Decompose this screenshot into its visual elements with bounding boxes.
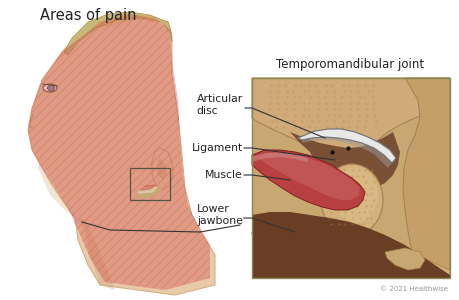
Polygon shape [38, 150, 75, 218]
Polygon shape [289, 132, 399, 190]
Polygon shape [151, 148, 173, 190]
Bar [252, 78, 449, 278]
Ellipse shape [320, 164, 382, 236]
Text: © 2021 Healthwise: © 2021 Healthwise [379, 286, 447, 292]
Polygon shape [402, 78, 449, 278]
Text: Ligament: Ligament [191, 143, 242, 153]
Polygon shape [252, 212, 449, 278]
Text: Areas of pain: Areas of pain [39, 8, 136, 23]
Text: Lower
jawbone: Lower jawbone [197, 204, 242, 226]
Polygon shape [28, 18, 214, 295]
Polygon shape [134, 188, 162, 198]
Polygon shape [64, 12, 172, 55]
Bar [130, 168, 170, 200]
Polygon shape [252, 150, 364, 210]
Bar [252, 78, 449, 278]
Polygon shape [28, 14, 210, 290]
Polygon shape [252, 225, 449, 278]
Ellipse shape [331, 167, 377, 223]
Polygon shape [140, 185, 156, 190]
Polygon shape [138, 187, 157, 193]
Ellipse shape [47, 85, 54, 91]
Polygon shape [297, 129, 395, 163]
Polygon shape [100, 18, 165, 28]
Polygon shape [252, 78, 449, 155]
Polygon shape [157, 158, 167, 180]
Polygon shape [78, 218, 115, 290]
Polygon shape [252, 152, 308, 162]
Polygon shape [297, 129, 395, 168]
Text: Muscle: Muscle [205, 170, 242, 180]
Polygon shape [384, 248, 424, 270]
Text: Temporomandibular joint: Temporomandibular joint [275, 58, 423, 71]
Ellipse shape [43, 84, 57, 92]
Polygon shape [252, 153, 359, 200]
Text: Articular
disc: Articular disc [196, 94, 242, 116]
